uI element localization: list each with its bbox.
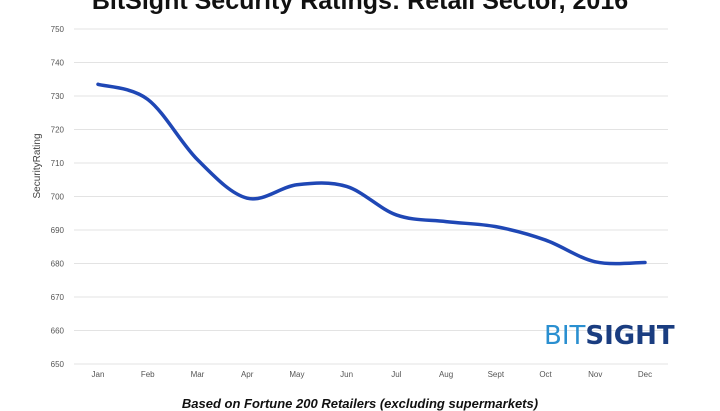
x-tick-label: Oct	[539, 370, 552, 379]
x-tick-label: Mar	[191, 370, 205, 379]
y-tick-label: 650	[51, 360, 65, 369]
data-points	[96, 82, 647, 264]
x-tick-label: Feb	[141, 370, 155, 379]
logo-part-sight: SIGHT	[585, 321, 675, 351]
data-point-jul	[394, 213, 398, 217]
data-point-jun	[345, 184, 349, 188]
x-tick-label: Apr	[241, 370, 254, 379]
logo-part-bit: BIT	[544, 321, 586, 351]
data-point-jan	[96, 82, 100, 86]
data-point-aug	[444, 220, 448, 224]
y-tick-label: 680	[51, 260, 65, 269]
x-tick-label: Nov	[588, 370, 602, 379]
x-tick-label: Dec	[638, 370, 652, 379]
data-point-dec	[643, 260, 647, 264]
x-tick-label: Aug	[439, 370, 453, 379]
x-tick-labels: Jan Feb Mar Apr May Jun Jul Aug Sept Oct Nov Dec	[92, 370, 653, 379]
data-point-may	[295, 183, 299, 187]
y-tick-label: 700	[51, 193, 65, 202]
bitsight-logo: BITSIGHT	[544, 323, 675, 349]
data-point-feb	[146, 97, 150, 101]
x-tick-label: Jul	[391, 370, 401, 379]
chart-subtitle: Based on Fortune 200 Retailers (excludin…	[181, 396, 539, 411]
y-tick-label: 720	[51, 126, 65, 135]
y-tick-labels: 650 660 670 680 690 700 710 720 730 740 750	[51, 25, 65, 369]
data-point-apr	[245, 196, 249, 200]
x-tick-label: Jan	[92, 370, 105, 379]
y-tick-label: 660	[51, 327, 65, 336]
series-lines	[96, 82, 647, 266]
y-axis-label: SecurityRating	[32, 133, 43, 198]
y-tick-label: 710	[51, 159, 65, 168]
y-tick-label: 750	[51, 25, 65, 34]
grid-lines	[74, 28, 668, 365]
data-point-oct	[544, 238, 548, 242]
x-tick-label: May	[289, 370, 304, 379]
series-line-0	[96, 82, 647, 266]
y-tick-label: 730	[51, 92, 65, 101]
data-point-mar	[195, 158, 199, 162]
chart-title: BitSight Security Ratings: Retail Sector…	[91, 0, 629, 15]
x-tick-label: Sept	[488, 370, 505, 379]
x-tick-label: Jun	[340, 370, 353, 379]
y-tick-label: 670	[51, 293, 65, 302]
y-tick-label: 740	[51, 59, 65, 68]
y-tick-label: 690	[51, 226, 65, 235]
data-point-nov	[593, 260, 597, 264]
data-point-sept	[494, 225, 498, 229]
